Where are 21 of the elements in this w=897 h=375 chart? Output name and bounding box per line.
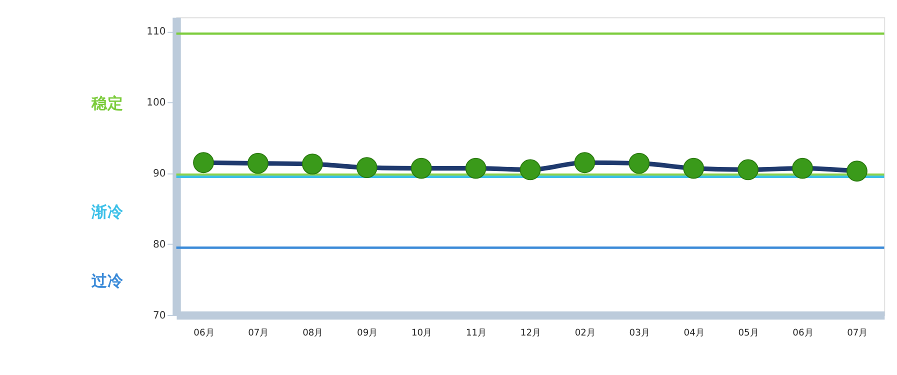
x-tick-label: 10月	[411, 328, 432, 339]
y-tick-label: 100	[146, 98, 166, 109]
x-tick-label: 04月	[684, 328, 704, 339]
x-tick-label: 09月	[357, 328, 378, 339]
y-tick-label: 90	[153, 168, 166, 180]
x-tick-label: 12月	[520, 328, 542, 339]
x-tick-label: 06月	[792, 328, 814, 339]
x-tick-label: 02月	[574, 328, 596, 339]
y-tick-label: 70	[153, 310, 166, 322]
x-tick-label: 11月	[466, 328, 487, 339]
text: 稳定	[90, 94, 124, 113]
x-tick-label: 03月	[629, 328, 650, 339]
x-tick-label: 08月	[302, 328, 324, 339]
x-tick-label: 06月	[194, 328, 214, 339]
x-tick-label: 07月	[248, 328, 269, 339]
x-tick-label: 07月	[847, 328, 868, 339]
text: 过冷	[90, 272, 124, 290]
y-tick-label: 80	[153, 239, 166, 250]
text: 渐冷	[90, 202, 124, 221]
y-tick-label: 110	[146, 26, 166, 38]
x-tick-label: 05月	[738, 328, 759, 339]
